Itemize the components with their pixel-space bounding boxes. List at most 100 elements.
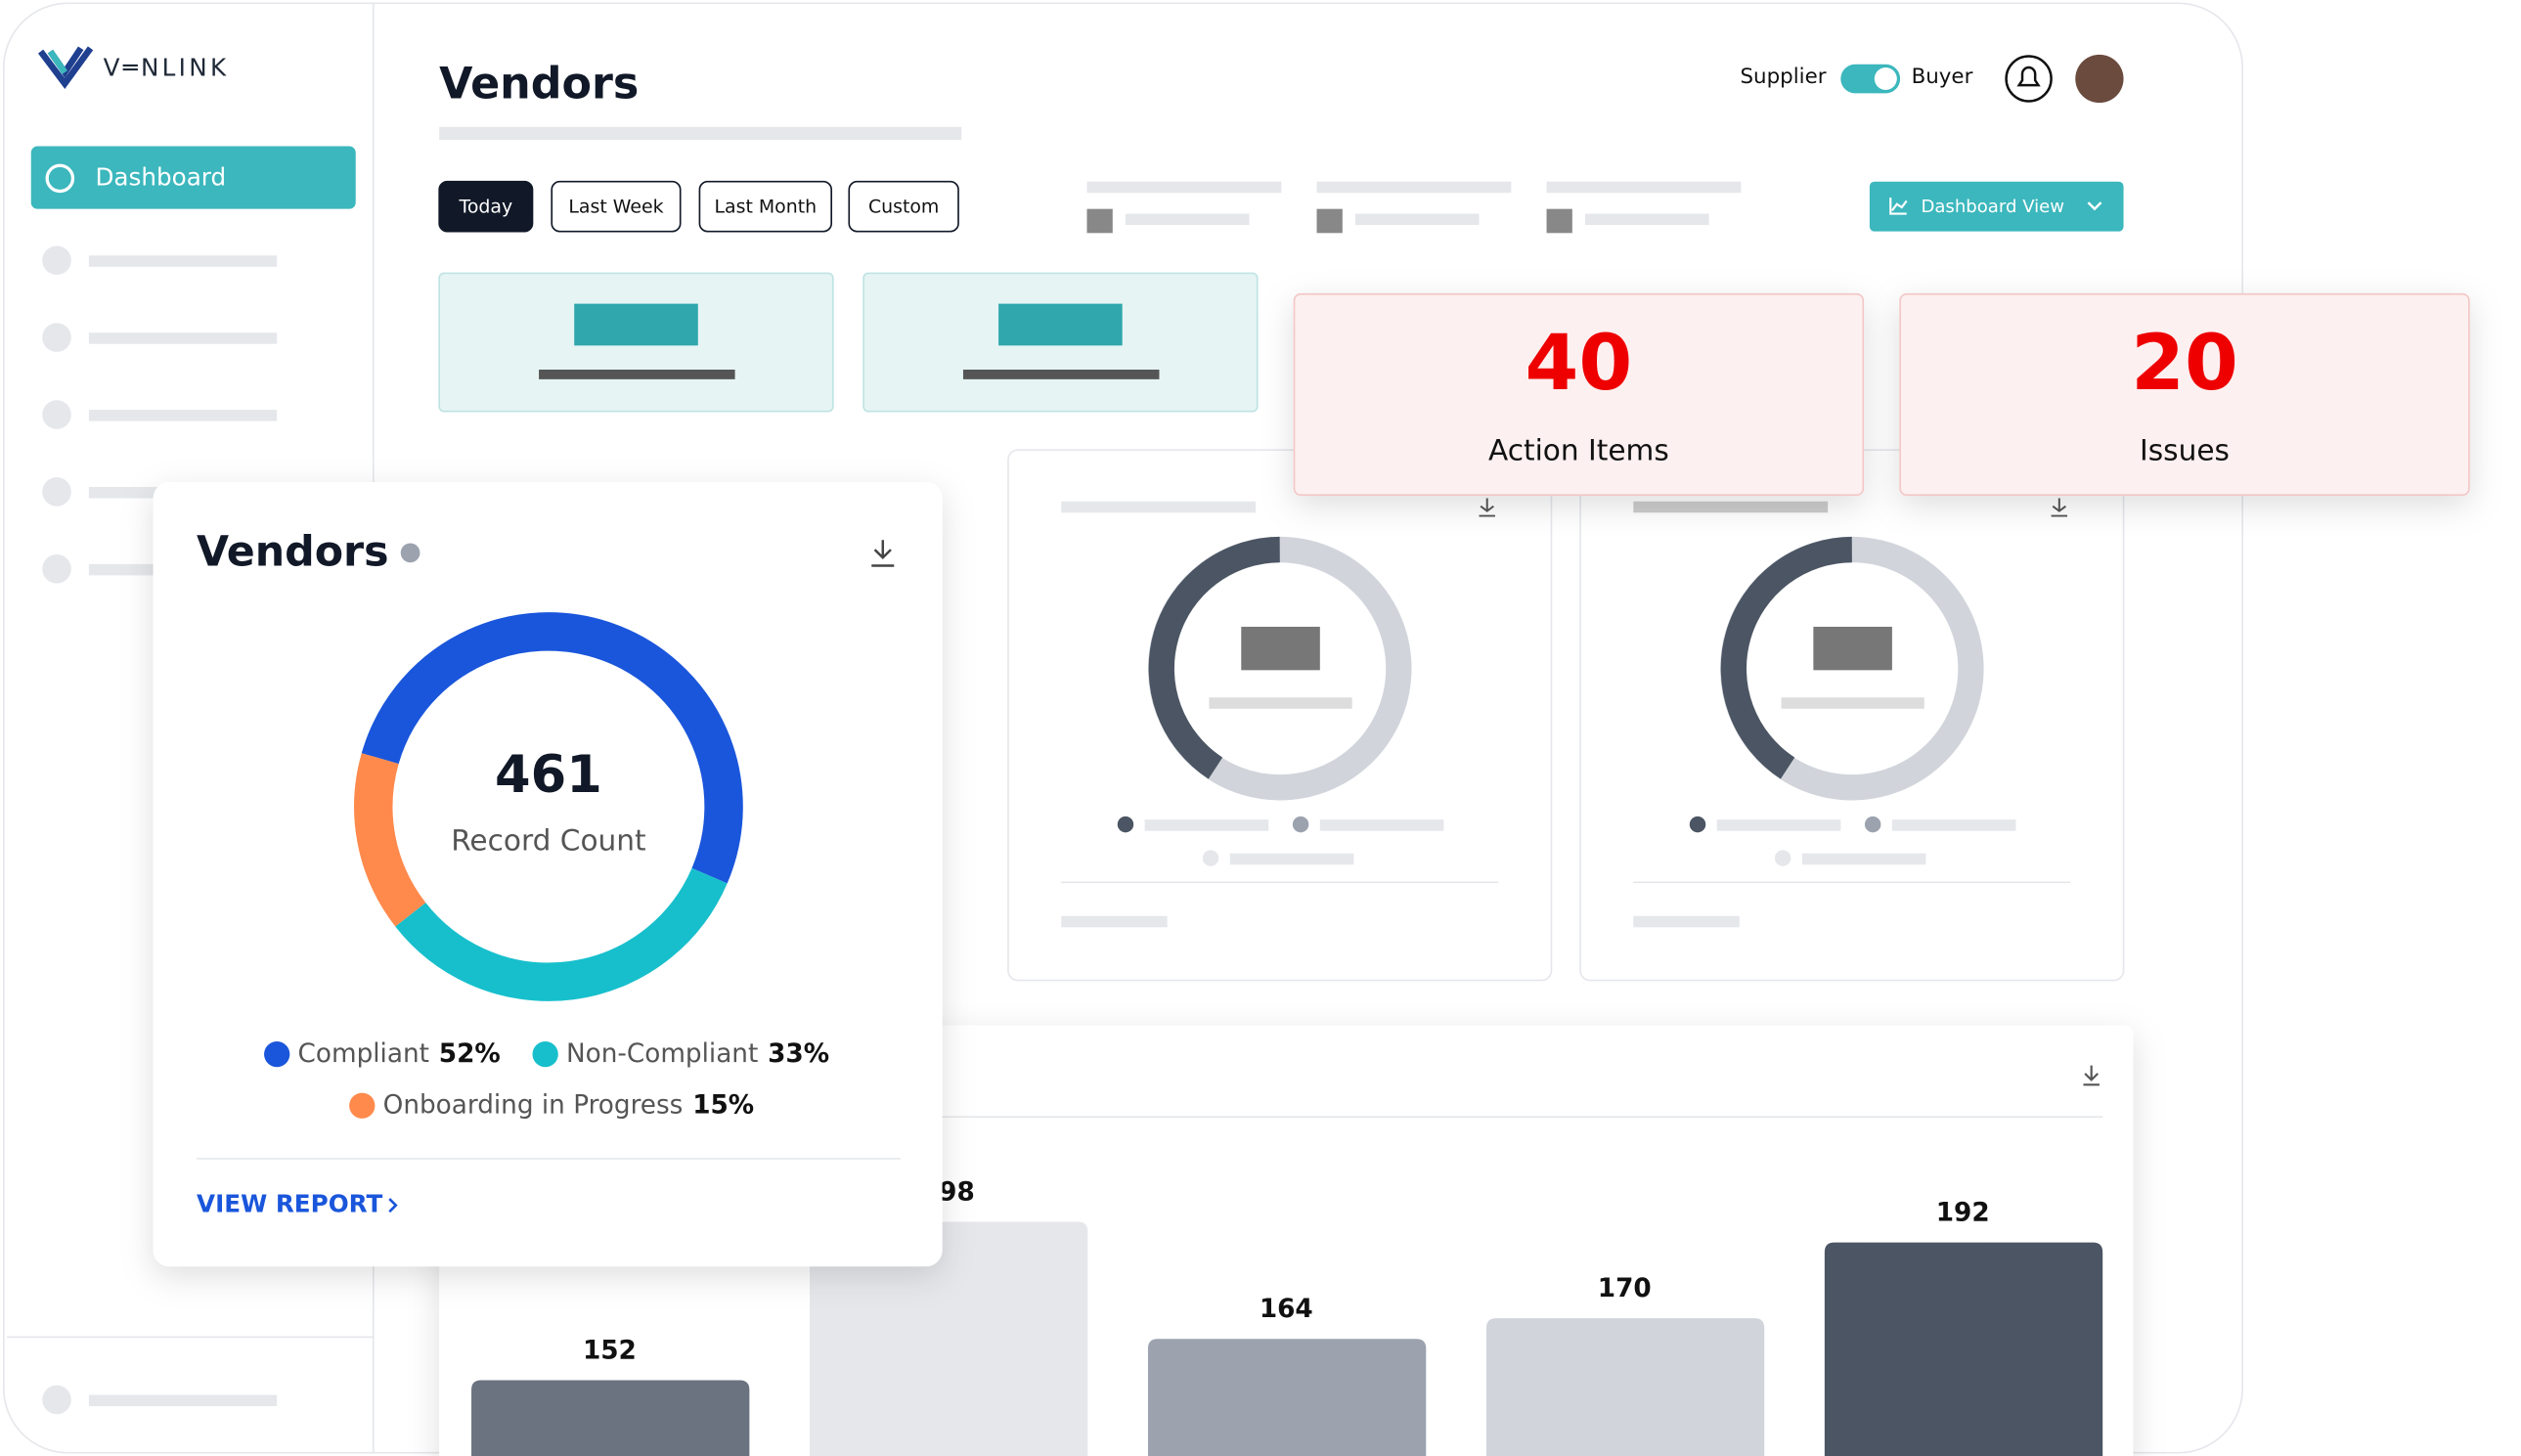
chart-icon (1889, 198, 1908, 215)
bar-label: 164 (1260, 1295, 1313, 1324)
skeleton (1086, 181, 1282, 194)
skeleton (1241, 626, 1320, 671)
skeleton-dot (42, 400, 71, 429)
skeleton (962, 370, 1160, 379)
filters: Today Last Week Last Month Custom (438, 180, 959, 233)
dot (1774, 850, 1791, 866)
legend-dot (264, 1040, 290, 1068)
filter-bg (848, 180, 959, 233)
skeleton (998, 303, 1123, 346)
donut-segment (354, 753, 426, 927)
filter-bg (551, 180, 682, 233)
filter-button[interactable]: Today (438, 180, 534, 233)
skeleton (88, 332, 278, 344)
filter-bg (698, 180, 833, 233)
view-button[interactable]: Dashboard View (1869, 181, 2124, 232)
skeleton (539, 370, 735, 379)
dashboard-nav[interactable]: Dashboard (30, 146, 356, 209)
skeleton (439, 126, 962, 140)
skeleton (1316, 208, 1343, 234)
skeleton (1546, 208, 1572, 234)
skeleton (88, 1394, 278, 1407)
legend-name: Non-Compliant (566, 1039, 758, 1069)
filter-button[interactable]: Last Week (551, 180, 682, 233)
bar (1147, 1339, 1427, 1456)
filter-label: Today (459, 197, 513, 218)
chevron (388, 1198, 398, 1213)
donut-segment (361, 612, 743, 884)
bar-label: 152 (583, 1336, 637, 1365)
donut-segment (395, 867, 728, 1001)
card-title: Vendors (197, 528, 389, 577)
download-icon[interactable] (1479, 498, 1495, 517)
skeleton (1086, 208, 1113, 234)
card (1579, 449, 2125, 982)
nav-label: Dashboard (95, 162, 226, 191)
skeleton (1801, 853, 1926, 865)
stat-value: 40 (1526, 318, 1633, 408)
view-button-bg (1869, 181, 2124, 232)
download-icon[interactable] (2083, 1065, 2100, 1086)
bar (1824, 1242, 2103, 1456)
view-button-label: Dashboard View (1921, 197, 2064, 217)
skeleton (1061, 501, 1257, 513)
stat-label: Issues (2140, 433, 2230, 466)
skeleton (1716, 819, 1841, 831)
legend-entry: Compliant 52% (298, 1039, 501, 1069)
toggle-right: Buyer (1912, 65, 1973, 89)
stat-value: 20 (2131, 318, 2238, 408)
donut-cards (1007, 449, 2125, 982)
bar (1485, 1318, 1765, 1456)
stat-card (1899, 292, 2470, 497)
avatar[interactable] (2075, 54, 2124, 104)
link: VIEW REPORT (197, 1190, 383, 1218)
dot (1117, 816, 1134, 833)
dot (1292, 816, 1309, 833)
skeleton (1546, 181, 1742, 194)
legend-dot (349, 1092, 376, 1119)
skeleton (1584, 213, 1709, 226)
ring (1720, 536, 1853, 779)
legend-name: Onboarding in Progress (383, 1090, 684, 1120)
toggle-left: Supplier (1740, 65, 1826, 89)
download-icon[interactable] (2051, 498, 2068, 517)
skeleton (88, 410, 278, 421)
skeleton (1125, 213, 1250, 226)
skeleton (1316, 181, 1512, 194)
skeleton-dot (42, 554, 71, 584)
legend-value: 33% (768, 1039, 829, 1069)
bar-label: 170 (1598, 1274, 1652, 1303)
filter-button[interactable]: Last Month (698, 180, 833, 233)
filter-label: Custom (868, 197, 939, 218)
download-icon[interactable] (871, 540, 895, 567)
legend-entry: Non-Compliant 33% (566, 1039, 829, 1069)
skeleton (1319, 819, 1444, 831)
skeleton (1781, 697, 1924, 709)
filter-button[interactable]: Custom (848, 180, 959, 233)
view-report[interactable]: VIEW REPORT (197, 1190, 398, 1218)
stat-label: Action Items (1488, 433, 1669, 466)
bar (810, 1221, 1088, 1456)
legend-entry: Onboarding in Progress 15% (383, 1090, 754, 1120)
skeleton (1354, 213, 1480, 226)
skeleton (1633, 915, 1740, 928)
info-icon[interactable] (400, 543, 420, 563)
skeleton (574, 303, 698, 346)
stat-card (1293, 292, 1865, 497)
skeleton (1891, 819, 2016, 831)
bell-button[interactable] (2005, 55, 2053, 103)
card (153, 482, 943, 1267)
dot (1689, 816, 1706, 833)
vendors-card: Vendors 461 Record Count VIEW REPORT Com… (153, 482, 943, 1267)
skeleton (1633, 501, 1829, 513)
nav-bg (30, 146, 356, 209)
nav-icon (45, 163, 75, 194)
chevron (2087, 201, 2102, 211)
bar (471, 1380, 750, 1456)
bell-icon (2016, 66, 2041, 87)
brand: V═NLINK (104, 54, 230, 82)
stat-cards: 40 Action Items 20 Issues (1293, 292, 2470, 497)
skeleton (1813, 626, 1892, 671)
